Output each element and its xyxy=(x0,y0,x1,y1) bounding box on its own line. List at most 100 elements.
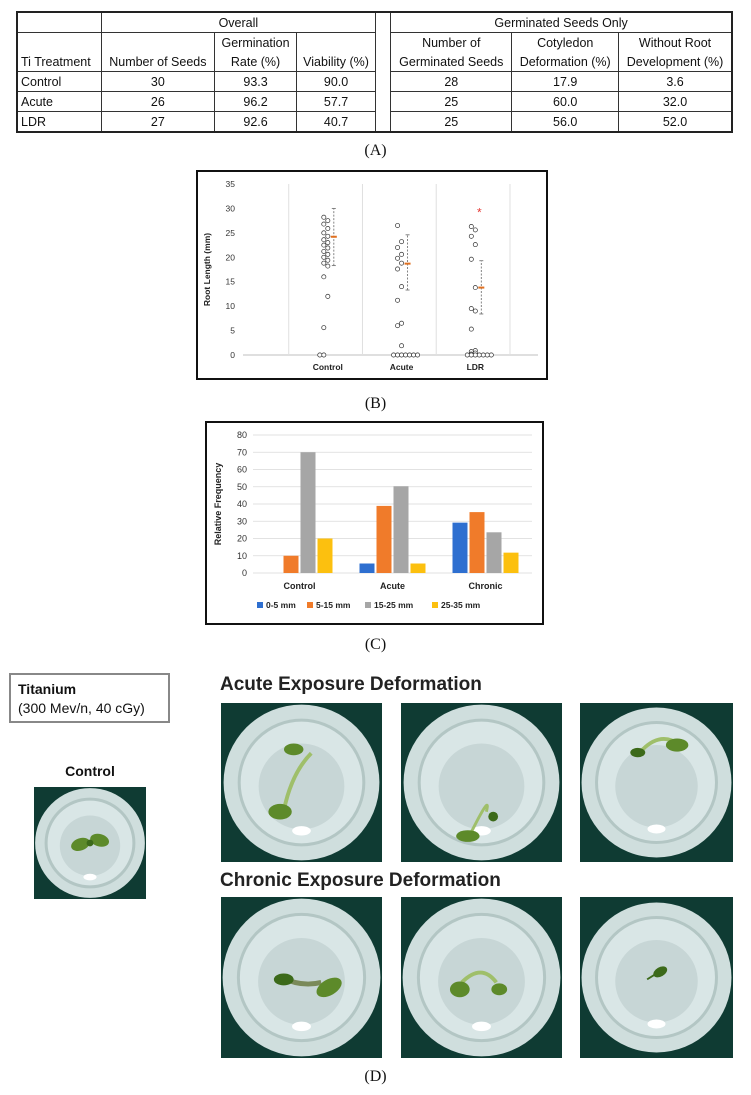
data-point xyxy=(325,226,331,231)
cell-seeds: 30 xyxy=(100,71,216,92)
x-tick-label: Chronic xyxy=(468,581,502,591)
photo-svg xyxy=(401,703,562,862)
caption-c: (C) xyxy=(364,636,387,653)
seedling-leaf xyxy=(273,973,294,986)
data-point xyxy=(395,323,401,329)
seedling-leaf xyxy=(71,837,90,852)
header-ngerm-1: Number of xyxy=(390,32,513,52)
cell-germ: 92.6 xyxy=(214,111,297,133)
seed-table: Overall Germinated Seeds Only Germinatio… xyxy=(15,11,734,133)
bar xyxy=(452,522,468,573)
data-point xyxy=(472,242,478,248)
data-point xyxy=(395,297,401,303)
data-point xyxy=(472,352,478,358)
acute-photo-2 xyxy=(401,703,562,862)
legend-swatch xyxy=(257,602,263,608)
photo-svg xyxy=(580,897,733,1058)
box-subtitle: (300 Mev/n, 40 cGy) xyxy=(18,700,145,716)
data-point xyxy=(464,352,470,358)
x-tick-label: Acute xyxy=(380,581,405,591)
data-point xyxy=(321,242,327,248)
caption-b: (B) xyxy=(364,395,387,412)
seedling-stem xyxy=(460,970,498,984)
data-point xyxy=(321,254,327,260)
cell-coty: 60.0 xyxy=(511,91,620,112)
header-seeds: Number of Seeds xyxy=(100,52,216,72)
cell-coty: 17.9 xyxy=(511,71,620,92)
x-tick-label: Acute xyxy=(390,362,414,372)
caption-a: (A) xyxy=(364,142,387,159)
cell-root: 52.0 xyxy=(618,111,734,133)
y-tick-label: 15 xyxy=(226,277,236,287)
cup-well xyxy=(438,938,525,1025)
data-point xyxy=(468,306,474,312)
data-point xyxy=(321,237,327,243)
data-point xyxy=(325,293,331,299)
data-point xyxy=(399,251,405,257)
y-tick-label: 20 xyxy=(237,534,247,544)
legend-label: 5-15 mm xyxy=(316,600,351,610)
cell-germ: 96.2 xyxy=(214,91,297,112)
cell-ngerm: 25 xyxy=(390,91,513,112)
data-point xyxy=(484,352,490,358)
cell-viability: 57.7 xyxy=(295,91,377,112)
cell-root: 3.6 xyxy=(618,71,734,92)
data-point xyxy=(472,227,478,233)
table-row: LDR 27 92.6 40.7 25 56.0 52.0 xyxy=(15,111,734,133)
table-corner xyxy=(15,11,102,33)
cell-seeds: 26 xyxy=(100,91,216,112)
cell-ngerm: 28 xyxy=(390,71,513,92)
legend-label: 0-5 mm xyxy=(266,600,296,610)
x-tick-label: LDR xyxy=(467,362,484,372)
data-point xyxy=(395,266,401,272)
data-point xyxy=(399,320,405,326)
cell-germ: 93.3 xyxy=(214,71,297,92)
data-point xyxy=(488,352,494,358)
y-tick-label: 35 xyxy=(226,179,236,189)
cell-ngerm: 25 xyxy=(390,111,513,133)
data-point xyxy=(476,352,482,358)
chronic-photo-1 xyxy=(221,897,382,1058)
y-tick-label: 0 xyxy=(230,350,235,360)
data-point xyxy=(468,326,474,332)
data-point xyxy=(468,224,474,229)
data-point xyxy=(468,352,474,358)
cell-treatment: Control xyxy=(15,71,102,92)
seedling-leaf xyxy=(283,743,304,756)
light-reflection xyxy=(647,824,666,834)
acute-photo-3 xyxy=(580,703,733,862)
light-reflection xyxy=(292,826,311,836)
seedling-leaf xyxy=(268,803,292,820)
chronic-heading: Chronic Exposure Deformation xyxy=(220,870,501,891)
y-tick-label: 25 xyxy=(226,228,236,238)
seedling-leaf xyxy=(456,830,480,842)
y-axis-label: Root Length (mm) xyxy=(202,233,212,306)
group-overall: Overall xyxy=(100,11,377,33)
control-seedling-photo xyxy=(34,787,146,899)
cup-well xyxy=(615,940,698,1023)
cup-well xyxy=(615,745,698,828)
seedling-stem xyxy=(646,973,656,981)
data-point xyxy=(480,352,486,358)
y-axis-label: Relative Frequency xyxy=(213,463,223,546)
cell-viability: 90.0 xyxy=(295,71,377,92)
data-point xyxy=(403,352,409,358)
data-point xyxy=(325,218,331,224)
y-tick-label: 50 xyxy=(237,482,247,492)
data-point xyxy=(399,343,405,349)
photo-svg xyxy=(580,703,733,862)
data-point xyxy=(399,352,405,358)
seedling-leaf xyxy=(90,833,110,847)
header-germination-2: Rate (%) xyxy=(214,52,297,72)
data-point xyxy=(321,221,327,227)
data-point xyxy=(399,260,405,266)
legend-swatch xyxy=(365,602,371,608)
bar xyxy=(359,563,375,573)
seedling-stem xyxy=(282,751,313,811)
data-point xyxy=(321,248,327,254)
y-tick-label: 20 xyxy=(226,252,236,262)
cell-root: 32.0 xyxy=(618,91,734,112)
y-tick-label: 80 xyxy=(237,430,247,440)
light-reflection xyxy=(83,873,97,881)
y-tick-label: 60 xyxy=(237,465,247,475)
